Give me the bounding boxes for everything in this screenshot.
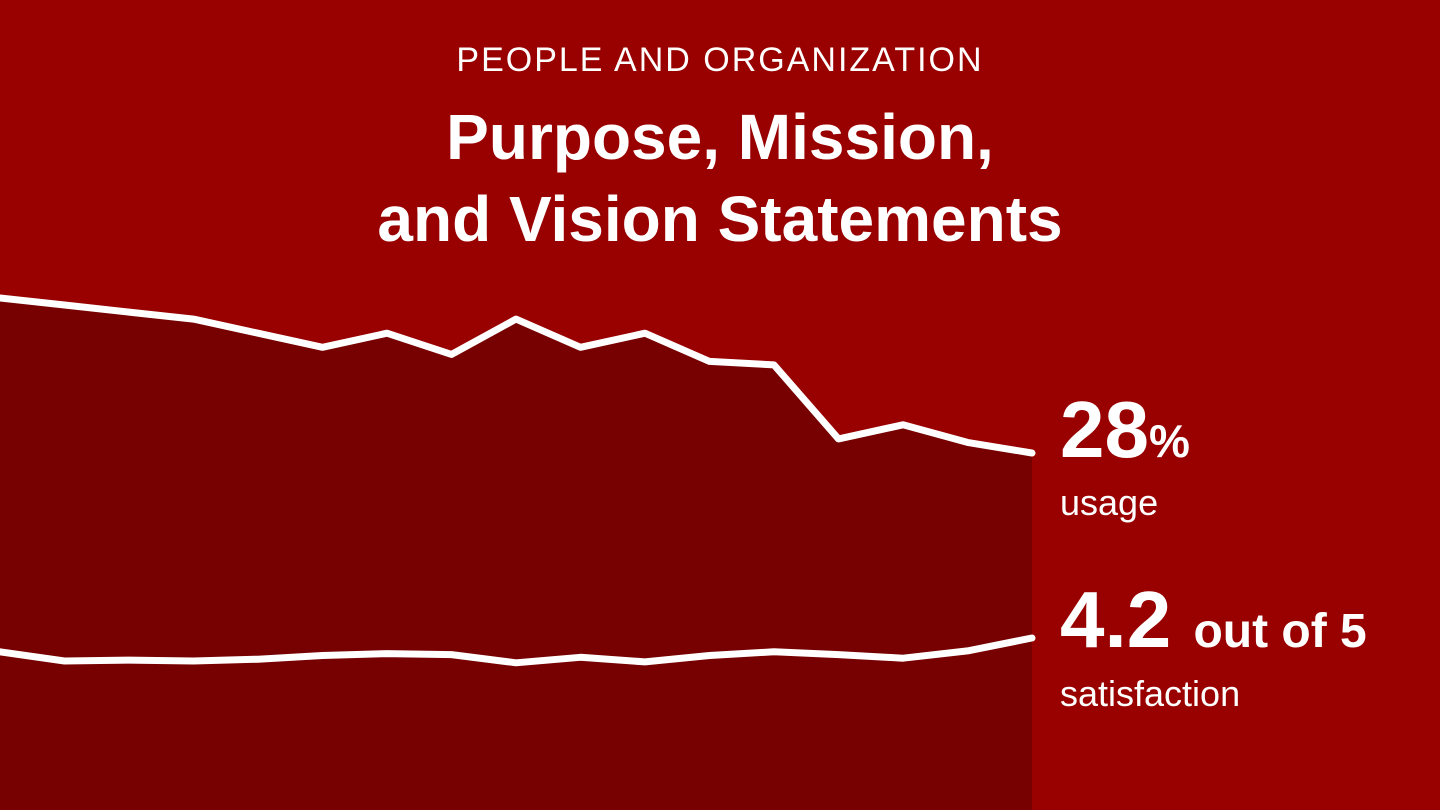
usage-point-1 — [61, 302, 68, 309]
usage-point-13 — [835, 435, 842, 442]
satisfaction-point-10 — [642, 658, 648, 665]
satisfaction-point-12 — [771, 648, 777, 655]
usage-number: 28 — [1060, 385, 1149, 474]
usage-area-fill — [0, 298, 1032, 810]
section-eyebrow: PEOPLE AND ORGANIZATION — [456, 41, 984, 79]
usage-value: 28% — [1060, 388, 1190, 483]
satisfaction-points — [0, 635, 1035, 666]
satisfaction-point-9 — [577, 654, 584, 661]
usage-point-9 — [577, 344, 584, 351]
satisfaction-point-11 — [706, 652, 713, 659]
usage-point-11 — [706, 358, 713, 365]
usage-point-3 — [190, 316, 197, 323]
satisfaction-point-8 — [513, 659, 519, 666]
satisfaction-label: satisfaction — [1060, 673, 1241, 714]
satisfaction-callout: 4.2 out of 5 satisfaction — [1060, 578, 1367, 714]
usage-point-5 — [319, 344, 326, 351]
usage-point-12 — [771, 361, 777, 368]
usage-callout: 28% usage — [1060, 388, 1190, 523]
satisfaction-point-1 — [61, 658, 68, 664]
satisfaction-point-3 — [190, 658, 197, 664]
satisfaction-point-7 — [448, 651, 455, 658]
satisfaction-suffix: out of 5 — [1193, 605, 1367, 658]
satisfaction-point-2 — [126, 657, 132, 664]
usage-point-4 — [255, 330, 261, 337]
usage-point-0 — [0, 295, 3, 301]
usage-point-7 — [448, 351, 455, 358]
usage-label: usage — [1060, 482, 1159, 523]
usage-point-14 — [900, 421, 906, 428]
satisfaction-point-14 — [900, 655, 906, 662]
usage-point-10 — [642, 330, 648, 337]
page-title-line-2: and Vision Statements — [377, 183, 1063, 255]
satisfaction-number: 4.2 — [1060, 575, 1172, 664]
usage-point-6 — [384, 330, 390, 337]
page-title: Purpose, Mission, and Vision Statements — [0, 96, 1440, 260]
satisfaction-point-16 — [1029, 635, 1035, 641]
usage-points — [0, 295, 1035, 456]
usage-point-2 — [126, 309, 132, 316]
usage-point-15 — [964, 439, 971, 446]
satisfaction-point-6 — [384, 650, 390, 657]
satisfaction-point-13 — [835, 651, 842, 658]
satisfaction-point-4 — [255, 656, 261, 663]
usage-point-8 — [513, 316, 519, 323]
usage-point-16 — [1029, 450, 1035, 456]
satisfaction-point-5 — [319, 652, 326, 659]
usage-unit: % — [1148, 415, 1190, 467]
satisfaction-value: 4.2 out of 5 — [1060, 578, 1367, 674]
satisfaction-point-0 — [0, 648, 3, 655]
satisfaction-point-15 — [964, 647, 971, 654]
page-title-line-1: Purpose, Mission, — [446, 101, 994, 173]
